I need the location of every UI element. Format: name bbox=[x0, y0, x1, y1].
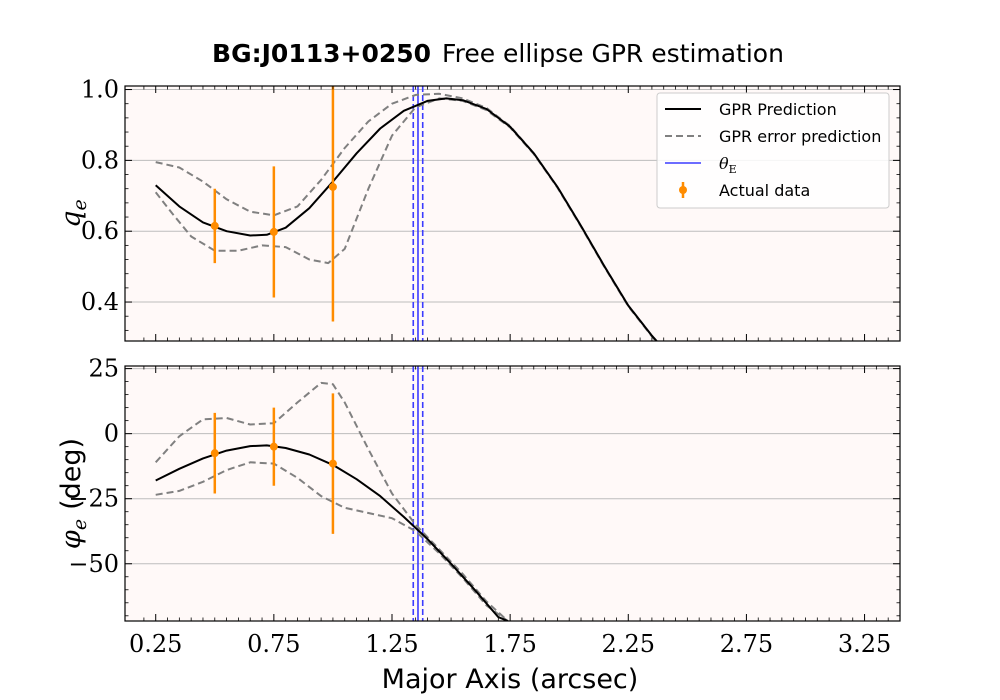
legend-handle-data-point bbox=[679, 186, 687, 194]
x-tick-label-6: 3.25 bbox=[838, 630, 891, 658]
y-tick-label-1-0: −50 bbox=[68, 550, 119, 578]
y-tick-label-1-3: 25 bbox=[88, 355, 119, 383]
panel-phi-e: 0.25 0.75 1.25 1.75 2.25 2.75 3.25 −50 −25 0 25 φe (… bbox=[56, 355, 901, 658]
legend-label-2: θE bbox=[719, 154, 737, 176]
data-point-1-2 bbox=[328, 459, 337, 468]
y-axis-label-subscript-0: e bbox=[69, 199, 91, 210]
data-point-0-1 bbox=[269, 227, 278, 236]
legend-label-1: GPR error prediction bbox=[719, 127, 881, 146]
y-axis-label-1: φe (deg) bbox=[56, 438, 91, 549]
legend-box bbox=[656, 92, 890, 209]
x-axis-label: Major Axis (arcsec) bbox=[382, 664, 639, 695]
x-tick-label-5: 2.75 bbox=[720, 630, 773, 658]
plot-frame-0 bbox=[124, 85, 901, 342]
y-axis-label-0: qe bbox=[56, 199, 91, 228]
y-tick-label-0-3: 1.0 bbox=[81, 76, 119, 104]
chart-title: BG:J0113+0250 Free ellipse GPR estimatio… bbox=[212, 39, 784, 68]
panel-q-e: 0.4 0.6 0.8 1.0 qe GPR Prediction GPR error pr… bbox=[56, 76, 901, 342]
y-axis-label-symbol-0: q bbox=[56, 210, 87, 227]
y-tick-label-1-2: 0 bbox=[104, 420, 119, 448]
data-point-1-1 bbox=[269, 442, 278, 451]
x-tick-label-3: 1.75 bbox=[483, 630, 536, 658]
legend-theta-subscript: E bbox=[729, 163, 737, 176]
y-tick-label-0-2: 0.8 bbox=[81, 146, 119, 174]
plot-area-1 bbox=[125, 366, 900, 621]
legend-label-3: Actual data bbox=[719, 181, 810, 200]
error-upper-line-1 bbox=[154, 381, 509, 621]
chart-title-bold: BG:J0113+0250 bbox=[212, 39, 431, 68]
x-tick-label-0: 0.25 bbox=[129, 630, 182, 658]
data-point-1-0 bbox=[210, 449, 219, 458]
y-axis-label-suffix-1: (deg) bbox=[56, 438, 87, 510]
legend-label-0: GPR Prediction bbox=[719, 100, 837, 119]
y-tick-label-1-1: −25 bbox=[68, 485, 119, 513]
legend: GPR Prediction GPR error prediction Actual… bbox=[656, 92, 890, 209]
x-tick-label-4: 2.25 bbox=[602, 630, 655, 658]
y-tick-label-0-0: 0.4 bbox=[81, 288, 119, 316]
legend-theta-symbol: θ bbox=[719, 154, 729, 173]
error-lower-line-1 bbox=[155, 461, 509, 621]
data-point-0-0 bbox=[210, 221, 219, 230]
y-axis-label-symbol-1: φ bbox=[56, 530, 87, 549]
y-tick-label-0-1: 0.6 bbox=[81, 217, 119, 245]
chart-title-rest: Free ellipse GPR estimation bbox=[442, 39, 784, 68]
data-point-0-2 bbox=[328, 182, 337, 191]
prediction-line-0 bbox=[155, 97, 658, 341]
x-tick-label-1: 0.75 bbox=[247, 630, 300, 658]
plot-frame-1 bbox=[124, 365, 901, 622]
x-tick-label-2: 1.25 bbox=[365, 630, 418, 658]
y-axis-label-subscript-1: e bbox=[69, 519, 91, 530]
